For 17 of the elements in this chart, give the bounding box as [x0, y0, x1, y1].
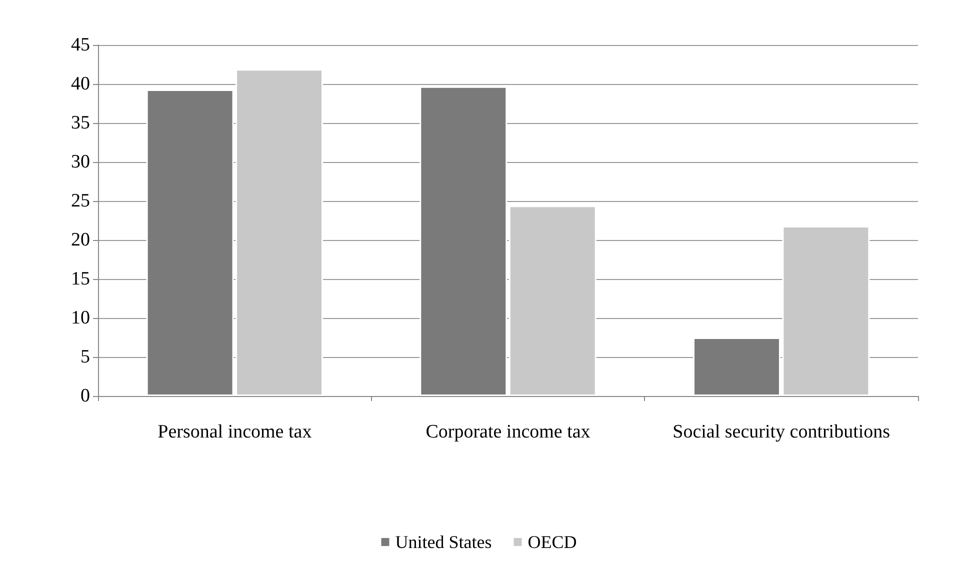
y-tick-label: 40: [71, 74, 90, 94]
x-tick-label: Personal income tax: [158, 422, 312, 442]
y-tick-label: 45: [71, 34, 90, 56]
y-tick-label: 20: [71, 230, 90, 250]
y-tick-label: 15: [71, 268, 90, 290]
y-tick-label: 5: [80, 346, 90, 368]
bar: [420, 86, 508, 396]
legend-label: OECD: [528, 532, 577, 552]
x-tick-label: Corporate income tax: [426, 422, 591, 442]
y-tick-label: 30: [71, 152, 90, 172]
y-tick-label: 10: [71, 308, 90, 328]
x-tick-label: Social security contributions: [672, 422, 890, 442]
bar: [508, 206, 596, 396]
legend-label: United States: [395, 532, 492, 552]
y-tick-label: 35: [71, 112, 90, 134]
y-tick-label: 0: [80, 386, 90, 406]
y-tick-label: 25: [71, 190, 90, 212]
